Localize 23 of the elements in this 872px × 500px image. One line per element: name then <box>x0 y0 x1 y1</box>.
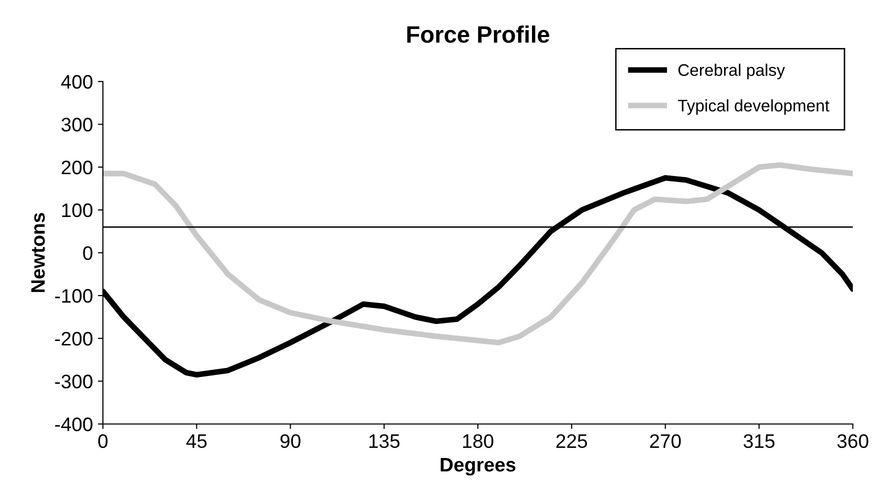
y-axis-title: Newtons <box>31 213 45 292</box>
y-tick-label: 300 <box>61 118 92 132</box>
x-axis-title: Degrees <box>440 458 516 476</box>
legend-label: Typical development <box>678 99 830 115</box>
y-tick-label: 200 <box>62 160 92 174</box>
y-tick-label: 100 <box>62 203 92 218</box>
x-tick-label: 135 <box>369 434 400 448</box>
y-tick-label: -400 <box>55 417 92 432</box>
x-tick-label: 45 <box>186 434 207 448</box>
y-tick-label: -200 <box>55 332 92 346</box>
legend-label: Cerebral palsy <box>678 64 785 80</box>
x-tick-label: 315 <box>744 434 774 448</box>
y-tick-label: 400 <box>61 74 92 89</box>
x-tick-label: 90 <box>280 434 300 448</box>
chart-title: Force Profile <box>407 26 550 43</box>
x-tick-label: 360 <box>837 434 868 448</box>
x-tick-label: 180 <box>463 434 494 448</box>
y-tick-label: -300 <box>55 374 92 388</box>
x-tick-label: 225 <box>556 434 588 448</box>
y-tick-label: 0 <box>83 246 92 260</box>
x-tick-label: 0 <box>98 434 108 448</box>
y-tick-label: -100 <box>55 289 92 303</box>
x-tick-label: 270 <box>650 434 681 448</box>
